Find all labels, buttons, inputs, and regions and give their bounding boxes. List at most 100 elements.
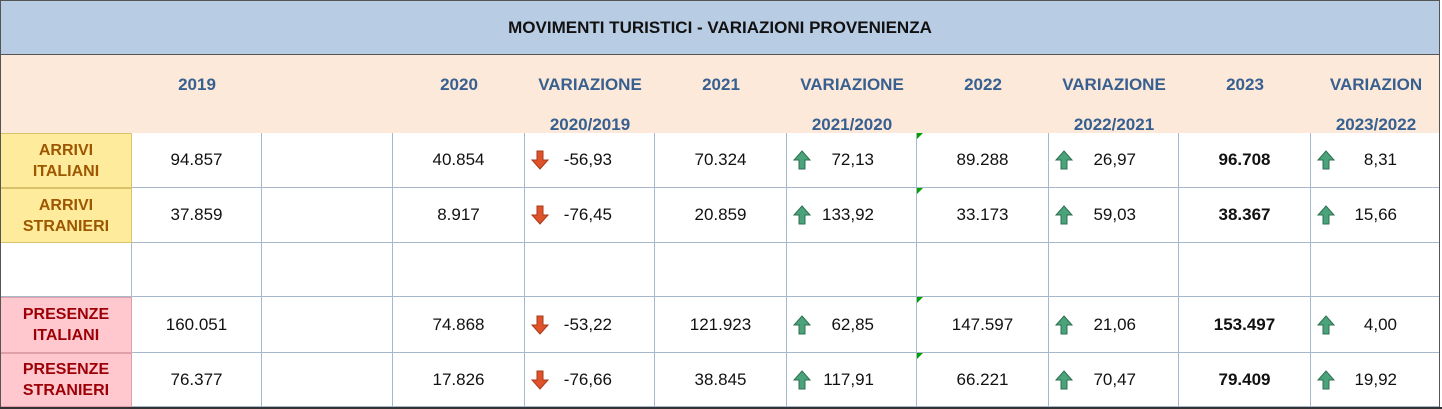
- cell-value: 40.854: [432, 150, 485, 169]
- variation-cell[interactable]: -76,66: [525, 353, 655, 407]
- cell-value: 160.051: [165, 314, 228, 334]
- value-cell-2019[interactable]: 94.857: [132, 133, 262, 188]
- cell-value: 20.859: [694, 205, 747, 224]
- value-cell-2020[interactable]: 74.868: [393, 297, 525, 353]
- row-label-line2: STRANIERI: [22, 382, 110, 399]
- variation-cell[interactable]: 59,03: [1049, 188, 1179, 243]
- value-cell-2023[interactable]: 38.367: [1179, 188, 1311, 243]
- value-cell-2023[interactable]: 96.708: [1179, 133, 1311, 188]
- cell-value: 66.221: [956, 369, 1009, 389]
- variation-cell[interactable]: 8,31: [1311, 133, 1440, 188]
- value-cell-2021[interactable]: 20.859: [655, 188, 787, 243]
- variation-cell[interactable]: -56,93: [525, 133, 655, 188]
- table-border-left: [0, 0, 1, 409]
- value-cell-2021[interactable]: 38.845: [655, 353, 787, 407]
- empty-cell[interactable]: [917, 243, 1049, 297]
- header-variazione-1-period[interactable]: 2020/2019: [549, 115, 631, 134]
- empty-cell[interactable]: [525, 243, 655, 297]
- header-2021[interactable]: 2021: [702, 75, 740, 94]
- value-cell-2019[interactable]: 160.051: [132, 297, 262, 353]
- table-row: ARRIVI STRANIERI 37.859 8.917 -76,45 20.859 13…: [0, 188, 1440, 243]
- header-variazione-3-period[interactable]: 2022/2021: [1073, 115, 1155, 134]
- row-label-cell[interactable]: ARRIVI STRANIERI: [0, 188, 132, 243]
- variation-cell[interactable]: 70,47: [1049, 353, 1179, 407]
- empty-cell[interactable]: [262, 188, 393, 243]
- header-variazione-2[interactable]: VARIAZIONE: [800, 75, 904, 94]
- header-2019[interactable]: 2019: [178, 75, 216, 94]
- empty-cell[interactable]: [262, 243, 393, 297]
- empty-cell[interactable]: [787, 243, 917, 297]
- row-label-line2: STRANIERI: [22, 217, 110, 235]
- variation-value: -76,45: [563, 205, 612, 224]
- header-variazione-4[interactable]: VARIAZION: [1329, 75, 1423, 94]
- value-cell-2020[interactable]: 40.854: [393, 133, 525, 188]
- cell-value: 96.708: [1218, 150, 1271, 169]
- arrow-up-icon: [1317, 314, 1335, 334]
- variation-cell[interactable]: 21,06: [1049, 297, 1179, 353]
- cell-value: 147.597: [951, 314, 1014, 334]
- cell-value: 38.367: [1218, 205, 1271, 224]
- variation-cell[interactable]: 15,66: [1311, 188, 1440, 243]
- variation-cell[interactable]: 26,97: [1049, 133, 1179, 188]
- table-title-bar[interactable]: MOVIMENTI TURISTICI - VARIAZIONI PROVENI…: [0, 0, 1440, 55]
- variation-value: -56,93: [563, 150, 612, 169]
- row-label-cell[interactable]: PRESENZE STRANIERI: [0, 353, 132, 407]
- variation-cell[interactable]: -76,45: [525, 188, 655, 243]
- value-cell-2022[interactable]: 33.173: [917, 188, 1049, 243]
- header-variazione-2-period[interactable]: 2021/2020: [811, 115, 893, 134]
- empty-cell[interactable]: [1311, 243, 1440, 297]
- cell-value: 37.859: [170, 205, 223, 224]
- arrow-up-icon: [1317, 150, 1335, 170]
- variation-value: -76,66: [563, 369, 612, 389]
- header-2020[interactable]: 2020: [440, 75, 478, 94]
- value-cell-2019[interactable]: 37.859: [132, 188, 262, 243]
- variation-value: 26,97: [1093, 150, 1136, 169]
- value-cell-2020[interactable]: 8.917: [393, 188, 525, 243]
- empty-cell[interactable]: [262, 297, 393, 353]
- row-label-line2: ITALIANI: [32, 327, 100, 344]
- variation-cell[interactable]: 62,85: [787, 297, 917, 353]
- table-row: PRESENZE ITALIANI 160.051 74.868 -53,22 121.9…: [0, 297, 1440, 353]
- empty-cell[interactable]: [262, 133, 393, 188]
- row-label-line1: PRESENZE: [22, 361, 110, 378]
- variation-cell[interactable]: 133,92: [787, 188, 917, 243]
- value-cell-2023[interactable]: 79.409: [1179, 353, 1311, 407]
- value-cell-2020[interactable]: 17.826: [393, 353, 525, 407]
- row-label-cell[interactable]: ARRIVI ITALIANI: [0, 133, 132, 188]
- empty-cell[interactable]: [1049, 243, 1179, 297]
- cell-value: 121.923: [689, 314, 752, 334]
- cell-value: 89.288: [956, 150, 1009, 169]
- empty-cell[interactable]: [1179, 243, 1311, 297]
- empty-cell[interactable]: [132, 243, 262, 297]
- header-variazione-4-period[interactable]: 2023/2022: [1335, 115, 1417, 134]
- value-cell-2021[interactable]: 70.324: [655, 133, 787, 188]
- value-cell-2022[interactable]: 66.221: [917, 353, 1049, 407]
- variation-cell[interactable]: 19,92: [1311, 353, 1440, 407]
- header-2023[interactable]: 2023: [1226, 75, 1264, 94]
- value-cell-2022[interactable]: 147.597: [917, 297, 1049, 353]
- value-cell-2019[interactable]: 76.377: [132, 353, 262, 407]
- row-label-cell[interactable]: [0, 243, 132, 297]
- row-label-cell[interactable]: PRESENZE ITALIANI: [0, 297, 132, 353]
- value-cell-2022[interactable]: 89.288: [917, 133, 1049, 188]
- value-cell-2021[interactable]: 121.923: [655, 297, 787, 353]
- header-2022[interactable]: 2022: [964, 75, 1002, 94]
- empty-cell[interactable]: [655, 243, 787, 297]
- variation-value: 70,47: [1093, 369, 1136, 389]
- variation-value: 4,00: [1363, 314, 1397, 334]
- cell-value: 17.826: [432, 369, 485, 389]
- variation-cell[interactable]: 72,13: [787, 133, 917, 188]
- empty-cell[interactable]: [262, 353, 393, 407]
- value-cell-2023[interactable]: 153.497: [1179, 297, 1311, 353]
- variation-cell[interactable]: -53,22: [525, 297, 655, 353]
- header-row: 2019 2020 VARIAZIONE 2020/2019 2021 VARI…: [0, 55, 1440, 134]
- variation-cell[interactable]: 4,00: [1311, 297, 1440, 353]
- header-variazione-3[interactable]: VARIAZIONE: [1062, 75, 1166, 94]
- row-label-line1: ARRIVI: [38, 141, 94, 159]
- variation-cell[interactable]: 117,91: [787, 353, 917, 407]
- arrow-up-icon: [793, 205, 811, 225]
- header-variazione-1[interactable]: VARIAZIONE: [538, 75, 642, 94]
- table-border-right: [1439, 0, 1440, 409]
- empty-cell[interactable]: [393, 243, 525, 297]
